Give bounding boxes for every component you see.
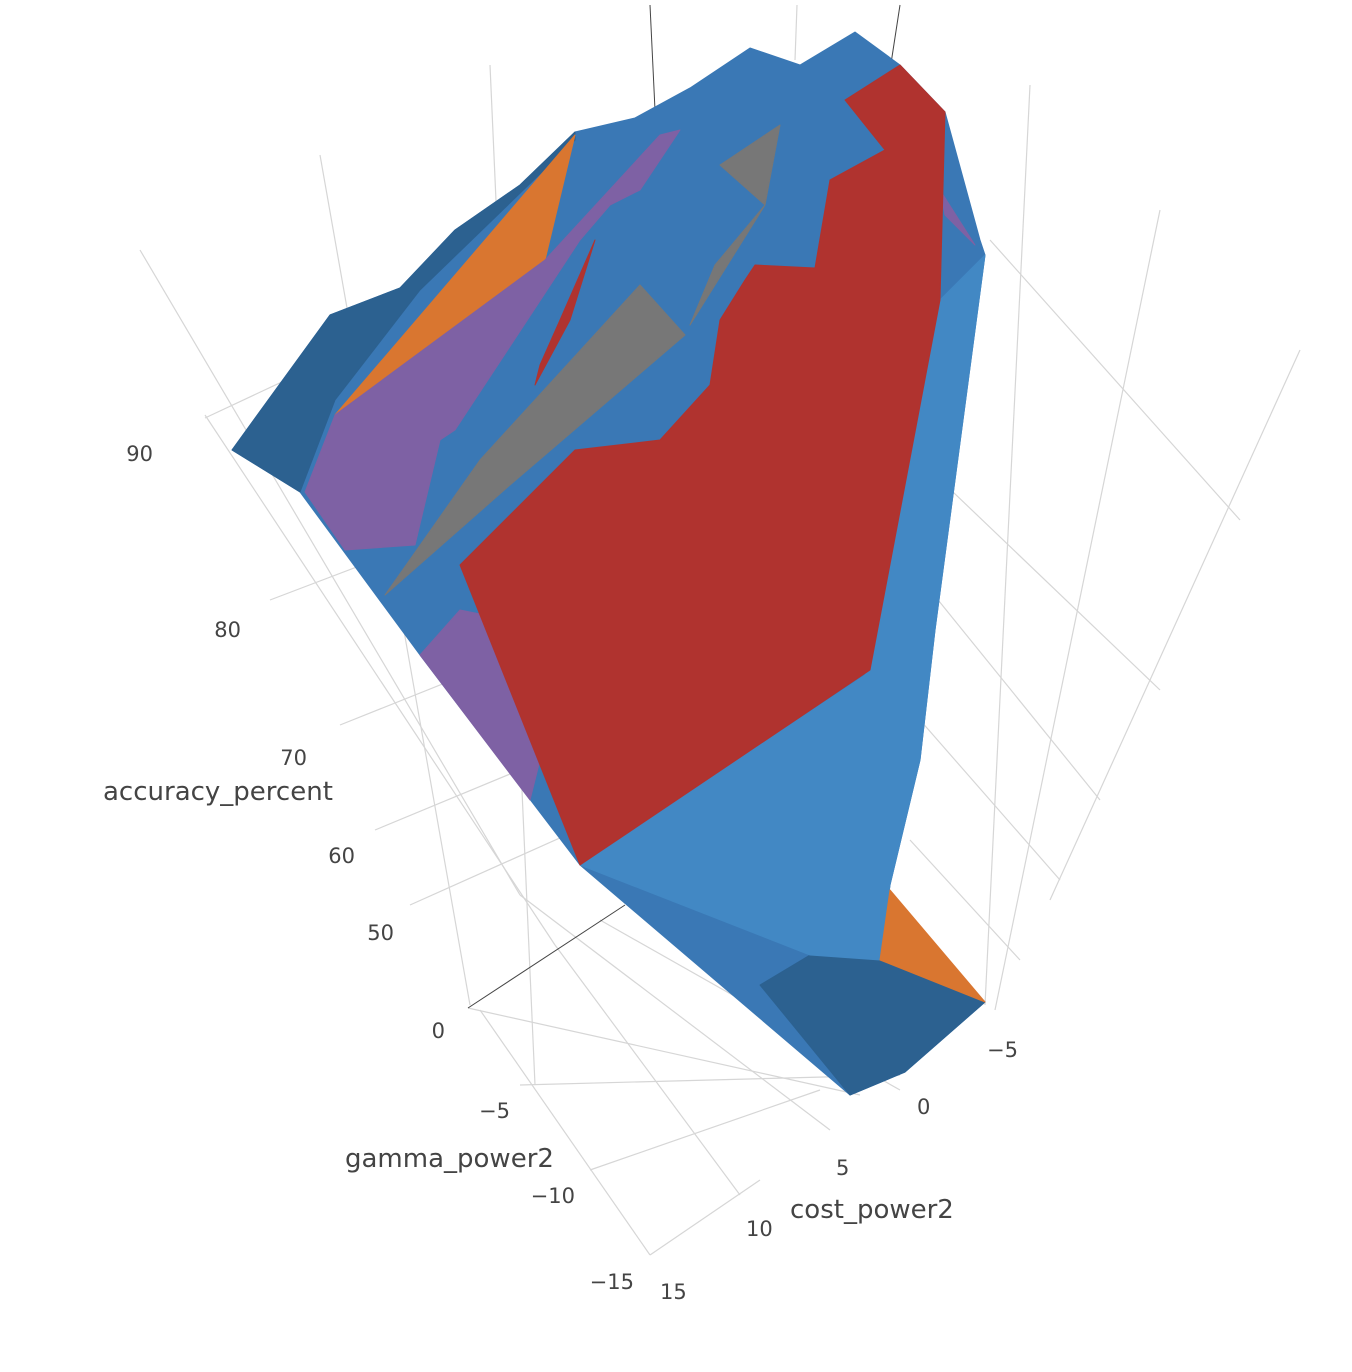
grid-line-right-3 — [989, 239, 1241, 521]
z-tick-90: 90 — [126, 442, 153, 466]
gray-strip-main — [384, 284, 686, 596]
purple-strip-main — [304, 129, 681, 551]
z-axis-title: accuracy_percent — [103, 777, 333, 807]
x-tick-15: 15 — [660, 1280, 687, 1304]
surface-ridge-left — [231, 131, 576, 493]
z-tick-70: 70 — [280, 746, 307, 770]
grid-line-floor-2 — [589, 1089, 821, 1171]
y-tick-minus15: −15 — [590, 1270, 634, 1294]
x-tick-0: 0 — [917, 1095, 930, 1119]
grid-line-right-6 — [919, 719, 1061, 881]
gray-strip-mid — [689, 204, 766, 326]
grid-line-floor-b-1 — [519, 894, 831, 1131]
x-tick-minus5: −5 — [987, 1038, 1018, 1062]
x-tick-5: 5 — [836, 1156, 849, 1180]
grid-line-left-1 — [204, 414, 556, 946]
axis-line-floor — [467, 904, 626, 1009]
red-surface-main — [459, 64, 946, 866]
grid-line-right-2 — [1049, 349, 1301, 901]
surface[interactable] — [231, 31, 986, 1096]
grid-line-top-mid — [794, 4, 798, 61]
z-tick-50: 50 — [367, 921, 394, 945]
x-tick-10: 10 — [746, 1217, 773, 1241]
grid-line-right-0 — [984, 84, 1031, 1006]
grid-line-right-5 — [929, 589, 1101, 801]
grid-line-right-7 — [909, 839, 1021, 961]
axis-line-top-left — [649, 4, 656, 111]
z-tick-60: 60 — [328, 844, 355, 868]
y-tick-minus10: −10 — [531, 1184, 575, 1208]
grid-line-right-1 — [994, 209, 1161, 1011]
y-tick-0: 0 — [432, 1019, 445, 1043]
orange-strip-bottom — [879, 889, 986, 1003]
grid-line-floor-b-0 — [554, 944, 741, 1196]
gray-strip-top — [719, 124, 781, 206]
grid-line-right-4 — [929, 469, 1161, 691]
red-sliver — [534, 239, 596, 386]
y-axis-title: gamma_power2 — [345, 1144, 554, 1174]
grid-line-left-0 — [139, 249, 521, 896]
x-axis-title: cost_power2 — [790, 1195, 954, 1225]
z-tick-80: 80 — [214, 618, 241, 642]
grid-line-floor-0 — [467, 1007, 861, 1096]
grid-line-floor-b-2 — [479, 1009, 651, 1256]
y-tick-minus5: −5 — [479, 1099, 510, 1123]
grid-line-floor-3 — [649, 1179, 761, 1256]
gridlines — [139, 4, 1301, 1256]
